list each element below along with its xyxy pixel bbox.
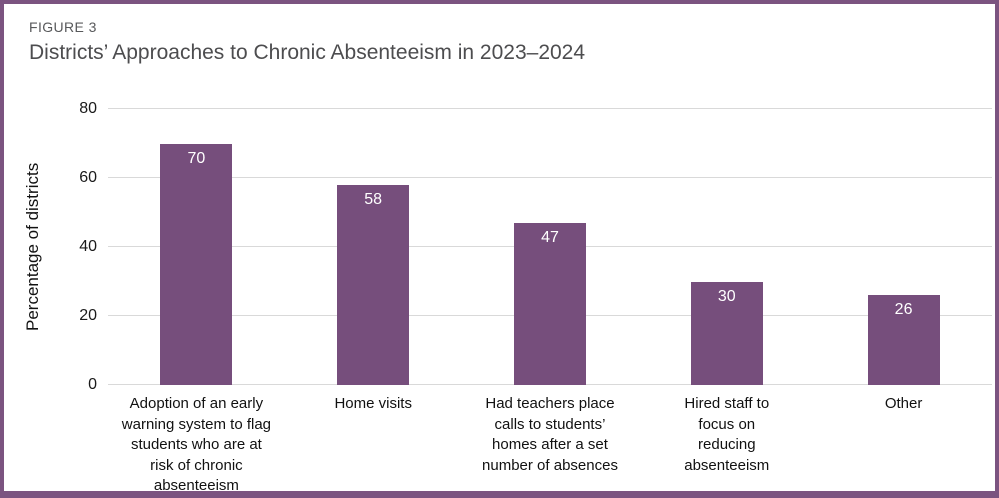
bar-1: 70 <box>160 143 233 385</box>
y-tick-label-0: 0 <box>88 376 97 393</box>
bar-value-label-2: 58 <box>364 190 383 208</box>
y-tick-label-60: 60 <box>79 169 97 186</box>
bar-slot-4: 30 <box>638 109 815 385</box>
bar-slot-1: 70 <box>108 109 285 385</box>
bar-slot-5: 26 <box>815 109 992 385</box>
category-label-4: Hired staff to focus on reducing absente… <box>684 395 770 474</box>
gridline-y-60 <box>108 177 992 178</box>
x-axis-category-labels: Adoption of an early warning system to f… <box>108 394 992 494</box>
y-axis-ticks: 0 20 40 60 80 <box>4 100 97 393</box>
category-label-3: Had teachers place calls to students’ ho… <box>482 395 618 474</box>
figure-title: Districts’ Approaches to Chronic Absente… <box>29 41 586 64</box>
bar-value-label-5: 26 <box>894 301 913 319</box>
bar-value-label-1: 70 <box>187 149 206 167</box>
bar-series: 70 58 47 30 26 <box>108 109 992 385</box>
bar-3: 47 <box>513 222 586 385</box>
bar-value-label-3: 47 <box>541 228 559 246</box>
y-tick-label-40: 40 <box>79 238 97 255</box>
gridline-y-80 <box>108 108 992 109</box>
category-label-2: Home visits <box>334 395 412 412</box>
bar-5: 26 <box>867 295 940 385</box>
bar-4: 30 <box>690 281 763 385</box>
category-label-1: Adoption of an early warning system to f… <box>121 395 272 494</box>
figure-header: FIGURE 3 Districts’ Approaches to Chroni… <box>29 19 585 65</box>
category-label-5: Other <box>884 395 923 412</box>
bar-value-label-4: 30 <box>717 287 736 305</box>
figure-number-label: FIGURE 3 <box>29 19 97 35</box>
plot-area: 70 58 47 30 26 <box>108 108 992 385</box>
y-tick-label-20: 20 <box>79 307 97 324</box>
bar-slot-2: 58 <box>285 109 462 385</box>
bar-slot-3: 47 <box>462 109 639 385</box>
y-tick-label-80: 80 <box>79 100 97 117</box>
bar-2: 58 <box>337 184 410 385</box>
